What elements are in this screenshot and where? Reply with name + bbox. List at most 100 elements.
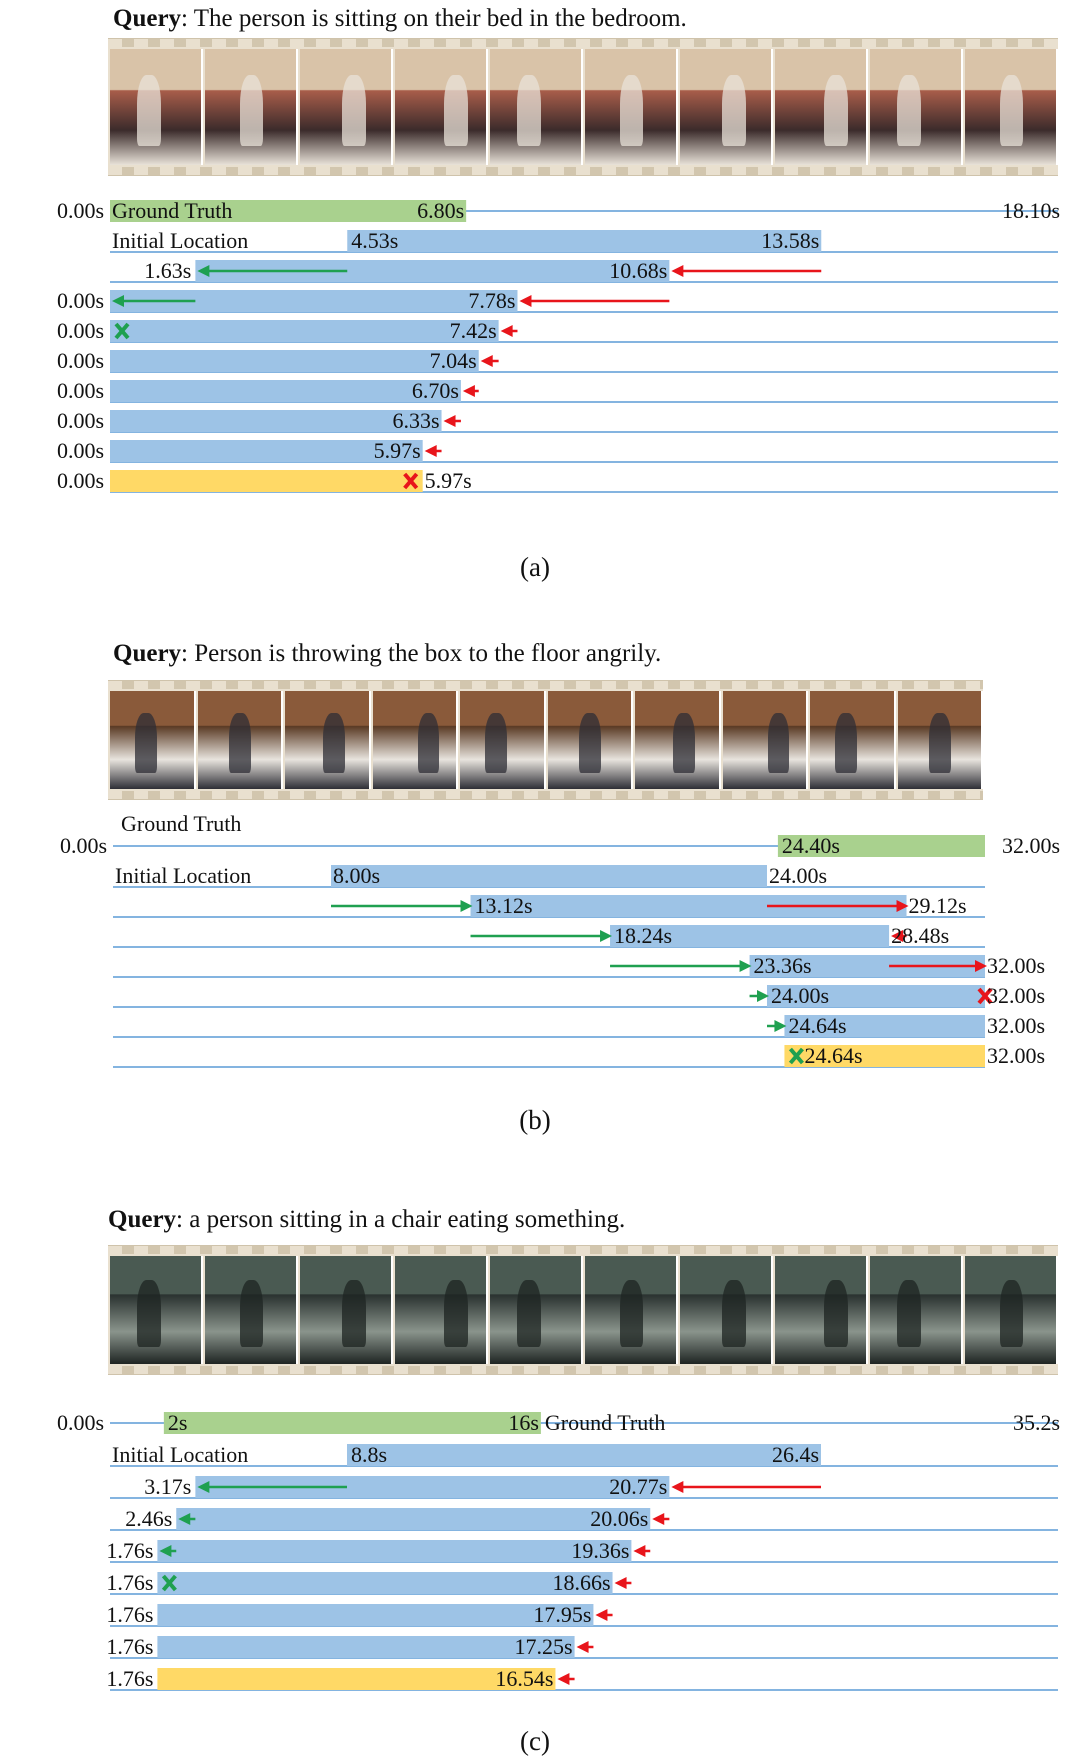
arrow-left-icon	[614, 1577, 632, 1589]
step-end-label: 32.00s	[987, 1043, 1045, 1068]
video-frame	[205, 1256, 298, 1364]
arrow-left-icon	[557, 1673, 575, 1685]
step-start-label: 8.8s	[351, 1442, 387, 1467]
final-location-bar	[157, 1668, 556, 1690]
video-frame	[775, 1256, 868, 1364]
arrow-right-icon	[470, 930, 613, 942]
step-end-label: 20.06s	[590, 1506, 648, 1531]
video-frame	[395, 1256, 488, 1364]
final-location-bar	[110, 470, 423, 492]
query-label: Query	[113, 5, 182, 32]
step-start-label: 1.76s	[106, 1570, 153, 1595]
query-b: Query: Person is throwing the box to the…	[113, 640, 661, 668]
video-frame	[110, 691, 196, 789]
panel-a: Query: The person is sitting on their be…	[0, 0, 1070, 582]
step-end-label: 16.54s	[495, 1666, 553, 1691]
step-location-bar	[767, 985, 985, 1007]
query-a: Query: The person is sitting on their be…	[113, 5, 687, 33]
video-frame	[965, 49, 1058, 165]
ground-truth-label: Ground Truth	[545, 1410, 665, 1435]
arrow-left-icon	[652, 1513, 670, 1525]
arrow-left-icon	[500, 325, 518, 337]
gt-end-label: 16s	[508, 1410, 539, 1435]
gt-start-label: 2s	[168, 1410, 188, 1435]
video-frame	[775, 49, 868, 165]
step-start-label: 0.00s	[57, 438, 104, 463]
video-frames-strip	[108, 1245, 1058, 1375]
arrow-left-icon	[595, 1609, 613, 1621]
step-location-bar	[110, 410, 442, 432]
video-frame	[205, 49, 298, 165]
video-frame	[680, 1256, 773, 1364]
timeline-start-label: 0.00s	[60, 833, 107, 858]
step-location-bar	[610, 925, 890, 947]
ground-truth-label: Ground Truth	[112, 198, 232, 223]
step-start-label: 0.00s	[57, 468, 104, 493]
query-text: : a person sitting in a chair eating som…	[176, 1206, 626, 1233]
step-end-label: 17.25s	[515, 1634, 573, 1659]
step-location-bar	[749, 955, 985, 977]
step-start-label: 0.00s	[57, 408, 104, 433]
caption-a: (a)	[520, 552, 550, 582]
step-end-label: 7.04s	[430, 348, 477, 373]
ground-truth-label: Ground Truth	[121, 811, 241, 836]
step-location-bar	[784, 1015, 985, 1037]
final-location-bar	[784, 1045, 985, 1067]
step-end-label: 32.00s	[987, 1013, 1045, 1038]
stop-cross-icon	[403, 472, 419, 490]
arrow-right-icon	[749, 990, 769, 1002]
video-frames-strip	[108, 38, 1058, 176]
step-start-label: 23.36s	[754, 953, 812, 978]
video-frame	[285, 691, 371, 789]
timeline-end-label: 18.10s	[1002, 198, 1060, 223]
arrow-left-icon	[480, 355, 499, 367]
video-frame	[680, 49, 773, 165]
video-frames-strip	[108, 680, 983, 800]
step-location-bar	[110, 350, 479, 372]
step-end-label: 32.00s	[987, 953, 1045, 978]
arrow-left-icon	[159, 1545, 177, 1557]
step-start-label: 24.00s	[771, 983, 829, 1008]
stop-cross-icon	[114, 322, 130, 340]
video-frame	[870, 1256, 963, 1364]
arrow-left-icon	[519, 295, 670, 307]
arrow-left-icon	[891, 930, 907, 942]
video-frame	[810, 691, 896, 789]
initial-location-label: Initial Location	[112, 1442, 248, 1467]
step-end-label: 7.42s	[450, 318, 497, 343]
ground-truth-bar	[777, 835, 985, 857]
video-frame	[110, 49, 203, 165]
step-location-bar	[157, 1604, 594, 1626]
video-frame	[965, 1256, 1058, 1364]
step-start-label: 2.46s	[125, 1506, 172, 1531]
stop-cross-icon	[977, 987, 993, 1005]
step-end-label: 13.58s	[761, 228, 819, 253]
arrow-right-icon	[331, 900, 473, 912]
arrow-left-icon	[671, 1481, 821, 1493]
step-end-label: 32.00s	[987, 983, 1045, 1008]
stop-cross-icon	[788, 1047, 804, 1065]
step-location-bar	[110, 290, 518, 312]
initial-location-label: Initial Location	[112, 228, 248, 253]
query-c: Query: a person sitting in a chair eatin…	[108, 1206, 625, 1234]
arrow-right-icon	[610, 960, 752, 972]
step-end-label: 29.12s	[909, 893, 967, 918]
caption-c: (c)	[520, 1726, 550, 1756]
initial-location-label: Initial Location	[115, 863, 251, 888]
arrow-left-icon	[671, 265, 822, 277]
arrow-left-icon	[633, 1545, 651, 1557]
query-label: Query	[113, 640, 182, 667]
step-end-label: 19.36s	[571, 1538, 629, 1563]
step-start-label: 0.00s	[57, 288, 104, 313]
video-frame	[585, 1256, 678, 1364]
timeline-start-label: 0.00s	[57, 1410, 104, 1435]
step-end-label: 5.97s	[374, 438, 421, 463]
video-frame	[300, 49, 393, 165]
stop-cross-icon	[161, 1574, 177, 1592]
step-start-label: 3.17s	[144, 1474, 191, 1499]
arrow-left-icon	[112, 295, 196, 307]
ground-truth-bar	[163, 1412, 541, 1434]
step-end-label: 6.70s	[412, 378, 459, 403]
arrow-left-icon	[462, 385, 479, 397]
